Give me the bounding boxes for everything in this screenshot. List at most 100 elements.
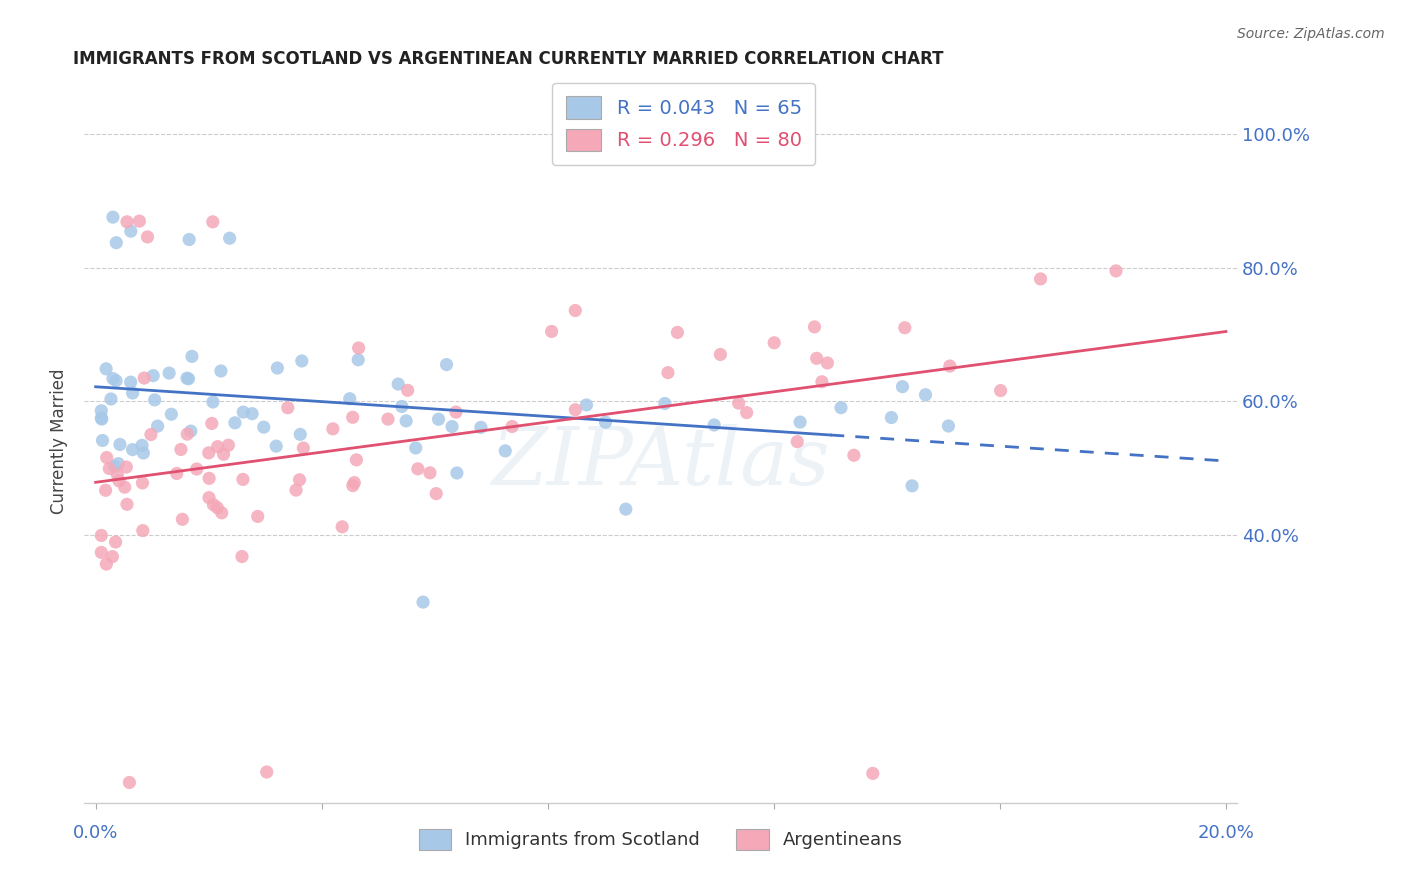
Point [803, 319, 825, 334]
Point [94, 361, 117, 376]
Point [157, 366, 180, 380]
Point [172, 512, 194, 526]
Point [176, 427, 198, 442]
Point [217, 438, 239, 452]
Point [939, 359, 962, 373]
Point [246, 509, 269, 524]
Point [232, 405, 254, 419]
Point [186, 462, 208, 476]
Point [347, 352, 370, 367]
Point [201, 417, 224, 431]
Point [209, 364, 232, 378]
Point [501, 419, 523, 434]
Point [1105, 264, 1128, 278]
Point [727, 396, 749, 410]
Point [114, 480, 136, 494]
Point [211, 506, 233, 520]
Point [101, 371, 124, 385]
Point [266, 361, 288, 376]
Point [96, 557, 118, 571]
Point [811, 375, 834, 389]
Point [441, 419, 464, 434]
Point [101, 549, 124, 564]
Point [121, 442, 143, 457]
Point [224, 416, 246, 430]
Point [139, 427, 162, 442]
Point [1029, 272, 1052, 286]
Point [395, 414, 418, 428]
Point [132, 446, 155, 460]
Point [218, 231, 240, 245]
Point [104, 535, 127, 549]
Point [806, 351, 828, 366]
Point [342, 478, 364, 492]
Point [90, 528, 112, 542]
Point [419, 466, 441, 480]
Point [654, 396, 676, 410]
Point [914, 388, 936, 402]
Point [131, 475, 153, 490]
Point [256, 764, 278, 779]
Text: Source: ZipAtlas.com: Source: ZipAtlas.com [1237, 27, 1385, 41]
Point [377, 412, 399, 426]
Point [253, 420, 276, 434]
Point [938, 419, 960, 434]
Point [290, 427, 312, 442]
Point [166, 467, 188, 481]
Point [342, 410, 364, 425]
Point [105, 374, 128, 388]
Point [703, 417, 725, 432]
Point [142, 368, 165, 383]
Point [108, 437, 131, 451]
Point [285, 483, 308, 497]
Point [231, 549, 253, 564]
Text: 0.0%: 0.0% [73, 824, 118, 842]
Point [344, 453, 367, 467]
Point [180, 424, 202, 438]
Point [735, 406, 758, 420]
Point [405, 441, 427, 455]
Point [100, 392, 122, 406]
Point [105, 235, 128, 250]
Point [96, 450, 118, 465]
Point [494, 443, 516, 458]
Point [387, 377, 409, 392]
Point [107, 457, 129, 471]
Point [347, 341, 370, 355]
Point [131, 438, 153, 452]
Point [540, 325, 562, 339]
Point [709, 347, 731, 361]
Point [264, 439, 287, 453]
Point [339, 392, 361, 406]
Point [330, 520, 353, 534]
Point [115, 460, 138, 475]
Point [176, 371, 198, 385]
Point [101, 210, 124, 224]
Point [901, 479, 924, 493]
Point [564, 303, 586, 318]
Text: IMMIGRANTS FROM SCOTLAND VS ARGENTINEAN CURRENTLY MARRIED CORRELATION CHART: IMMIGRANTS FROM SCOTLAND VS ARGENTINEAN … [73, 50, 943, 68]
Point [391, 400, 413, 414]
Point [763, 335, 786, 350]
Point [128, 214, 150, 228]
Point [322, 422, 344, 436]
Point [177, 372, 200, 386]
Point [90, 411, 112, 425]
Point [201, 395, 224, 409]
Point [288, 473, 311, 487]
Point [90, 545, 112, 559]
Point [894, 320, 917, 334]
Point [98, 461, 121, 475]
Point [120, 375, 142, 389]
Point [207, 500, 229, 515]
Point [240, 407, 263, 421]
Legend: Immigrants from Scotland, Argentineans: Immigrants from Scotland, Argentineans [409, 820, 912, 859]
Point [170, 442, 193, 457]
Y-axis label: Currently Married: Currently Married [51, 368, 69, 515]
Point [470, 420, 492, 434]
Point [444, 405, 467, 419]
Point [657, 366, 679, 380]
Point [990, 384, 1012, 398]
Point [115, 497, 138, 511]
Point [94, 483, 117, 498]
